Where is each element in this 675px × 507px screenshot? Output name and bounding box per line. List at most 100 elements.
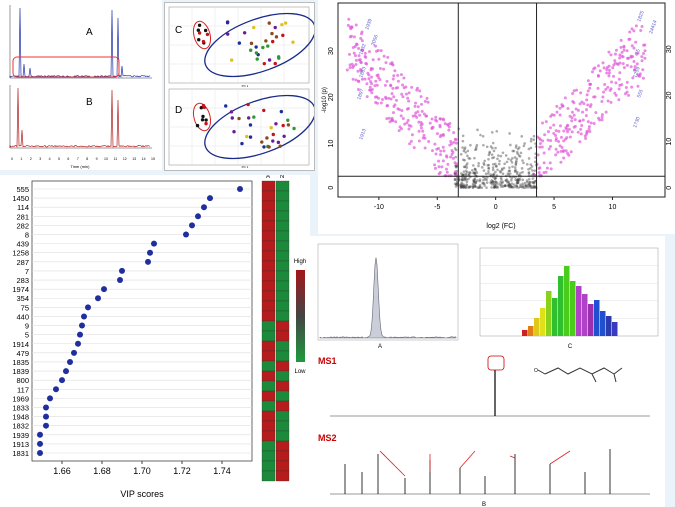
vip-point [37,441,43,447]
volcano-point-sig [567,107,570,110]
volcano-point-sig [618,57,621,60]
vip-point [101,286,107,292]
volcano-point-ns [506,161,509,164]
volcano-point-sig [620,55,623,58]
volcano-point-sig [396,107,399,110]
volcano-point-sig [418,140,421,143]
volcano-point-sig [549,126,552,129]
volcano-point-sig [446,171,449,174]
volcano-point-sig [559,124,562,127]
heatmap-cell-a [262,311,275,321]
heatmap-cell-n [276,231,289,241]
volcano-point-ns [483,169,486,172]
volcano-point-sig [374,80,377,83]
heatmap-cell-a [262,281,275,291]
volcano-point-sig [434,116,437,119]
volcano-point-sig [444,122,447,125]
pca-point [274,62,277,65]
volcano-point-sig [641,25,644,28]
volcano-point-sig [442,146,445,149]
chromatogram-label-a: A [86,27,93,38]
volcano-point-ns [460,153,463,156]
volcano-point-sig [346,69,349,72]
pca-svg: C D PC 1 PC 1 [165,3,314,170]
chromatogram-xtick: 15 [151,157,155,161]
pca-point [196,124,199,127]
volcano-point-sig [543,161,546,164]
volcano-point-sig [388,117,391,120]
volcano-point-sig [607,74,610,77]
volcano-point-sig [349,63,352,66]
heatmap-cell-a [262,351,275,361]
volcano-point-sig [573,114,576,117]
volcano-point-sig [407,119,410,122]
volcano-point-sig [454,170,457,173]
pca-point [286,119,289,122]
volcano-point-sig [623,45,626,48]
heatmap-cell-n [276,281,289,291]
volcano-point-sig [368,50,371,53]
vip-frame [32,181,252,461]
volcano-point-ns [532,177,535,180]
pca-point [277,56,280,59]
vip-point [43,423,49,429]
isotope-bar [552,298,558,336]
volcano-point-sig [631,55,634,58]
volcano-point-ns [533,135,536,138]
volcano-point-sig [391,87,394,90]
ms2-annotation-arrow [380,451,405,476]
vip-category-label: 8 [25,231,29,240]
volcano-point-sig [434,167,437,170]
heatmap-color-legend [296,270,305,362]
vip-category-label: 1833 [12,403,29,412]
volcano-point-sig [579,91,582,94]
volcano-point-sig [379,67,382,70]
volcano-xtick: 10 [609,204,617,211]
volcano-point-sig [643,57,646,60]
volcano-point-sig [626,49,629,52]
volcano-point-ns [467,150,470,153]
heatmap-cell-a [262,231,275,241]
volcano-point-sig [355,59,358,62]
volcano-point-sig [391,92,394,95]
pca-point [240,142,243,145]
volcano-point-sig [641,59,644,62]
vip-category-label: 800 [16,376,29,385]
volcano-point-ns [493,156,496,159]
volcano-point-sig [605,71,608,74]
volcano-point-ns [483,184,486,187]
volcano-point-ns [496,181,499,184]
volcano-point-sig [446,163,449,166]
volcano-point-sig [401,95,404,98]
volcano-point-sig [543,133,546,136]
volcano-point-sig [632,60,635,63]
volcano-point-ns [501,182,504,185]
heatmap-cell-n [276,211,289,221]
pca-point [247,116,250,119]
volcano-point-ns [500,155,503,158]
volcano-point-ns [528,157,531,160]
volcano-point-sig [347,18,350,21]
chromatogram-xtick: 1 [20,157,22,161]
ms2-label: MS2 [318,433,337,443]
volcano-point-sig [574,125,577,128]
vip-xtick: 1.66 [53,466,71,476]
volcano-point-sig [610,80,613,83]
vip-point [37,432,43,438]
volcano-point-sig [384,84,387,87]
volcano-point-sig [371,67,374,70]
pca-point [198,31,201,34]
volcano-point-sig [347,24,350,27]
volcano-point-ns [516,171,519,174]
heatmap-cell-n [276,361,289,371]
heatmap-cell-n [276,191,289,201]
volcano-point-sig [570,119,573,122]
pca-point [284,21,287,24]
chromatogram-xtick: 3 [39,157,41,161]
volcano-point-ns [526,163,529,166]
volcano-point-ns [482,135,485,138]
volcano-point-sig [615,49,618,52]
volcano-point-sig [555,148,558,151]
volcano-point-ns [522,184,525,187]
volcano-point-ns [530,140,533,143]
